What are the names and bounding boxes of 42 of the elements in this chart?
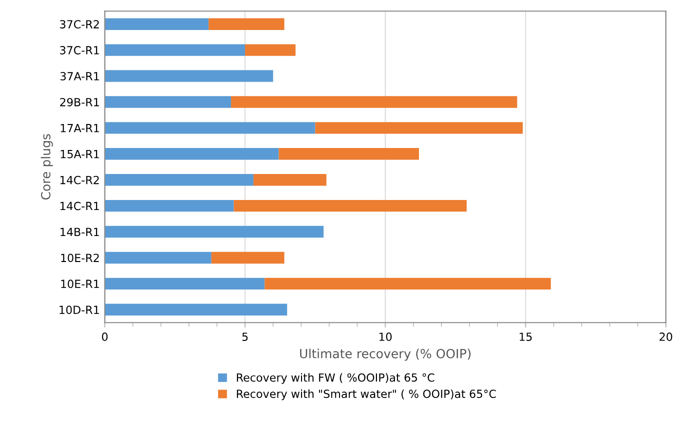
- bar: [278, 148, 419, 160]
- y-tick-label: 15A-R1: [60, 150, 99, 158]
- y-tick-label: 14C-R1: [60, 202, 99, 210]
- x-tick-label: 15: [520, 332, 532, 341]
- bar: [208, 18, 284, 30]
- bar: [234, 200, 467, 212]
- y-tick-label: 10E-R2: [61, 254, 99, 262]
- y-tick-label: 29B-R1: [60, 98, 99, 106]
- x-tick-label: 20: [660, 332, 672, 341]
- y-tick-label: 37C-R2: [60, 20, 99, 28]
- bar: [104, 70, 274, 82]
- bar: [245, 44, 296, 56]
- bar: [104, 174, 254, 186]
- bar: [104, 18, 209, 30]
- bar: [104, 96, 232, 108]
- y-tick-label: 37C-R1: [60, 46, 99, 54]
- bar: [264, 278, 551, 290]
- bar: [315, 122, 523, 134]
- y-tick-label: 17A-R1: [60, 124, 99, 132]
- bar: [211, 252, 284, 264]
- x-axis-title: Ultimate recovery (% OOIP): [300, 348, 471, 361]
- legend-label: Recovery with FW ( %OOIP)at 65 °C: [236, 373, 434, 384]
- bar: [253, 174, 326, 186]
- bar: [104, 278, 265, 290]
- bar: [104, 200, 234, 212]
- y-axis-title: Core plugs: [40, 134, 53, 200]
- x-tick-label: 5: [242, 332, 248, 341]
- y-tick-label: 14C-R2: [60, 176, 99, 184]
- bar: [104, 226, 324, 238]
- y-tick-label: 10D-R1: [60, 306, 99, 314]
- bar: [231, 96, 518, 108]
- y-tick-label: 10E-R1: [61, 280, 99, 288]
- y-tick-label: 37A-R1: [60, 72, 99, 80]
- bar: [104, 44, 246, 56]
- x-tick-label: 10: [379, 332, 392, 341]
- x-tick-label: 0: [102, 332, 108, 341]
- bar: [104, 252, 212, 264]
- bar: [104, 122, 316, 134]
- legend-label: Recovery with "Smart water" ( % OOIP)at 65°C: [236, 389, 496, 400]
- bar: [104, 148, 279, 160]
- y-tick-label: 14B-R1: [60, 228, 99, 236]
- bar: [104, 304, 288, 316]
